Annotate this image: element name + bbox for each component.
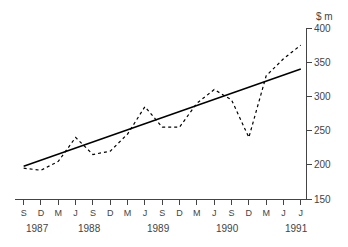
svg-text:S: S (229, 208, 235, 218)
svg-text:D: D (38, 208, 45, 218)
svg-text:350: 350 (314, 57, 331, 68)
svg-text:150: 150 (314, 194, 331, 205)
svg-text:M: M (262, 208, 270, 218)
svg-text:J: J (73, 208, 78, 218)
svg-text:M: M (193, 208, 201, 218)
svg-text:J: J (299, 208, 304, 218)
svg-text:200: 200 (314, 159, 331, 170)
svg-text:250: 250 (314, 125, 331, 136)
svg-text:M: M (124, 208, 132, 218)
svg-text:1988: 1988 (78, 223, 101, 234)
svg-text:D: D (176, 208, 183, 218)
svg-text:J: J (143, 208, 148, 218)
svg-text:J: J (281, 208, 286, 218)
svg-text:S: S (21, 208, 27, 218)
svg-text:400: 400 (314, 23, 331, 34)
svg-text:D: D (107, 208, 114, 218)
svg-text:D: D (246, 208, 253, 218)
svg-text:1990: 1990 (216, 223, 239, 234)
svg-text:M: M (55, 208, 63, 218)
svg-text:1991: 1991 (285, 223, 308, 234)
svg-text:1989: 1989 (147, 223, 170, 234)
svg-text:300: 300 (314, 91, 331, 102)
svg-text:$ m: $ m (316, 11, 333, 22)
svg-text:S: S (159, 208, 165, 218)
svg-text:S: S (90, 208, 96, 218)
svg-text:1987: 1987 (26, 223, 49, 234)
svg-text:J: J (212, 208, 217, 218)
